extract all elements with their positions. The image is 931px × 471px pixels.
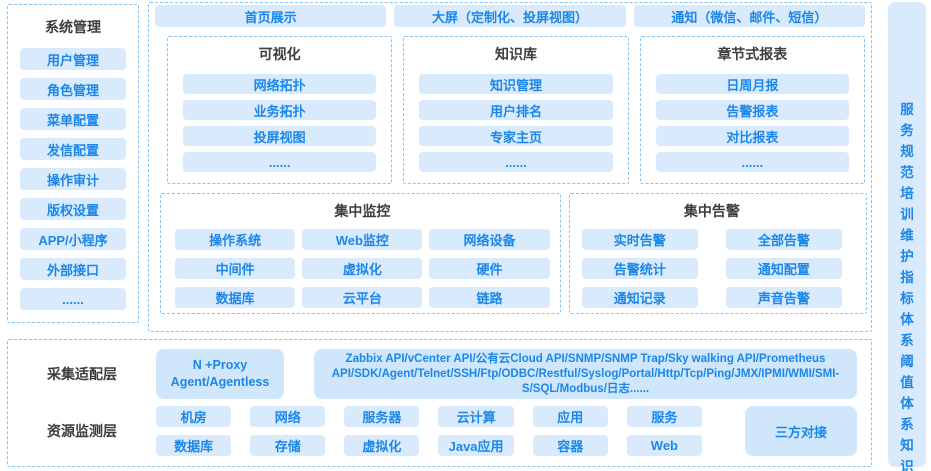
proxy-line2: Agent/Agentless xyxy=(170,375,270,389)
res-container[interactable]: 容器 xyxy=(532,435,608,456)
knowledge-base-item: 知识库 xyxy=(900,438,914,471)
central-monitoring-title: 集中监控 xyxy=(334,203,391,219)
third-party-button[interactable]: 三方对接 xyxy=(745,406,857,456)
alarm-notify-record[interactable]: 通知记录 xyxy=(581,287,698,308)
sys-item-copyright[interactable]: 版权设置 xyxy=(20,198,126,220)
mon-cloud-platform[interactable]: 云平台 xyxy=(302,287,423,308)
collect-adapt-label: 采集适配层 xyxy=(47,366,117,382)
alarm-realtime[interactable]: 实时告警 xyxy=(581,229,698,250)
mon-virtualization[interactable]: 虚拟化 xyxy=(302,258,423,279)
mon-middleware[interactable]: 中间件 xyxy=(175,258,296,279)
kb-user-ranking[interactable]: 用户排名 xyxy=(419,100,613,120)
res-service[interactable]: 服务 xyxy=(626,406,702,427)
monitoring-grid: 操作系统 Web监控 网络设备 中间件 虚拟化 硬件 数据库 云平台 链路 xyxy=(175,229,550,308)
report-alarm[interactable]: 告警报表 xyxy=(655,100,849,120)
res-web[interactable]: Web xyxy=(626,435,702,456)
collect-adapt-row: 采集适配层 N +Proxy Agent/Agentless Zabbix AP… xyxy=(8,349,857,399)
mon-os[interactable]: 操作系统 xyxy=(175,229,296,250)
standard-item: 规范 xyxy=(900,144,914,180)
report-title: 章节式报表 xyxy=(717,46,788,62)
vis-network-topology[interactable]: 网络拓扑 xyxy=(183,74,377,94)
proxy-agent-button[interactable]: N +Proxy Agent/Agentless xyxy=(156,349,284,399)
sys-item-external-api[interactable]: 外部接口 xyxy=(20,258,126,280)
report-comparison[interactable]: 对比报表 xyxy=(655,126,849,146)
res-application[interactable]: 应用 xyxy=(532,406,608,427)
vis-business-topology[interactable]: 业务拓扑 xyxy=(183,100,377,120)
visualization-title: 可视化 xyxy=(258,46,301,62)
alarm-statistics[interactable]: 告警统计 xyxy=(581,258,698,279)
mon-web[interactable]: Web监控 xyxy=(302,229,423,250)
mon-link[interactable]: 链路 xyxy=(429,287,550,308)
mon-database[interactable]: 数据库 xyxy=(175,287,296,308)
report-daily-weekly-monthly[interactable]: 日周月报 xyxy=(655,74,849,94)
home-display-button[interactable]: 首页展示 xyxy=(155,5,387,27)
system-management-title: 系统管理 xyxy=(45,19,101,35)
sys-item-mail-config[interactable]: 发信配置 xyxy=(20,138,126,160)
top-entry-row: 首页展示 大屏（定制化、投屏视图） 通知（微信、邮件、短信） xyxy=(155,5,865,27)
sys-item-audit[interactable]: 操作审计 xyxy=(20,168,126,190)
kb-knowledge-mgmt[interactable]: 知识管理 xyxy=(419,74,613,94)
big-screen-button[interactable]: 大屏（定制化、投屏视图） xyxy=(394,5,626,27)
service-item: 服务 xyxy=(900,102,914,138)
vis-more[interactable]: ...... xyxy=(183,152,377,172)
proxy-line1: N +Proxy xyxy=(192,358,248,372)
sys-item-menu-config[interactable]: 菜单配置 xyxy=(20,108,126,130)
res-java-app[interactable]: Java应用 xyxy=(438,435,514,456)
res-virtualization[interactable]: 虚拟化 xyxy=(344,435,420,456)
res-network[interactable]: 网络 xyxy=(250,406,326,427)
res-server[interactable]: 服务器 xyxy=(344,406,420,427)
notification-button[interactable]: 通知（微信、邮件、短信） xyxy=(633,5,865,27)
alarm-notify-config[interactable]: 通知配置 xyxy=(725,258,842,279)
api-list-button[interactable]: Zabbix API/vCenter API/公有云Cloud API/SNMP… xyxy=(314,349,857,399)
report-panel: 章节式报表 日周月报 告警报表 对比报表 ...... xyxy=(639,36,865,184)
mon-network-device[interactable]: 网络设备 xyxy=(429,229,550,250)
sys-item-role-mgmt[interactable]: 角色管理 xyxy=(20,78,126,100)
alarm-sound[interactable]: 声音告警 xyxy=(725,287,842,308)
resource-monitor-row: 资源监测层 机房 网络 服务器 云计算 应用 服务 数据库 存储 虚拟化 Jav… xyxy=(8,406,857,456)
threshold-system-item: 阈值体系 xyxy=(900,354,914,432)
knowledge-base-title: 知识库 xyxy=(494,46,537,62)
training-item: 培训 xyxy=(900,186,914,222)
mon-hardware[interactable]: 硬件 xyxy=(429,258,550,279)
alarm-all[interactable]: 全部告警 xyxy=(725,229,842,250)
central-monitoring-panel: 集中监控 操作系统 Web监控 网络设备 中间件 虚拟化 硬件 数据库 云平台 … xyxy=(160,193,561,314)
kb-more[interactable]: ...... xyxy=(419,152,613,172)
main-feature-area: 首页展示 大屏（定制化、投屏视图） 通知（微信、邮件、短信） 可视化 网络拓扑 … xyxy=(148,2,872,332)
sys-item-user-mgmt[interactable]: 用户管理 xyxy=(20,48,126,70)
resource-monitor-label: 资源监测层 xyxy=(47,423,117,439)
vis-screen-view[interactable]: 投屏视图 xyxy=(183,126,377,146)
res-cloud-computing[interactable]: 云计算 xyxy=(438,406,514,427)
metric-system-item: 指标体系 xyxy=(900,270,914,348)
sys-item-more[interactable]: ...... xyxy=(20,288,126,310)
central-alarm-title: 集中告警 xyxy=(683,203,740,219)
kb-expert-page[interactable]: 专家主页 xyxy=(419,126,613,146)
system-management-panel: 系统管理 用户管理 角色管理 菜单配置 发信配置 操作审计 版权设置 APP/小… xyxy=(7,4,139,323)
collection-layer-panel: 采集适配层 N +Proxy Agent/Agentless Zabbix AP… xyxy=(7,339,872,467)
monitor-row: 集中监控 操作系统 Web监控 网络设备 中间件 虚拟化 硬件 数据库 云平台 … xyxy=(160,193,867,314)
feature-row: 可视化 网络拓扑 业务拓扑 投屏视图 ...... 知识库 知识管理 用户排名 … xyxy=(167,36,865,184)
right-service-panel: 服务 规范 培训 维护 指标体系 阈值体系 知识库 xyxy=(888,2,926,471)
knowledge-base-panel: 知识库 知识管理 用户排名 专家主页 ...... xyxy=(403,36,629,184)
sys-item-app-mini[interactable]: APP/小程序 xyxy=(20,228,126,250)
visualization-panel: 可视化 网络拓扑 业务拓扑 投屏视图 ...... xyxy=(167,36,393,184)
res-database[interactable]: 数据库 xyxy=(156,435,232,456)
upper-area: 系统管理 用户管理 角色管理 菜单配置 发信配置 操作审计 版权设置 APP/小… xyxy=(7,2,872,332)
res-machine-room[interactable]: 机房 xyxy=(156,406,232,427)
res-storage[interactable]: 存储 xyxy=(250,435,326,456)
maintenance-item: 维护 xyxy=(900,228,914,264)
alarm-grid: 实时告警 全部告警 告警统计 通知配置 通知记录 声音告警 xyxy=(581,229,842,308)
diagram-content: 系统管理 用户管理 角色管理 菜单配置 发信配置 操作审计 版权设置 APP/小… xyxy=(7,2,872,467)
central-alarm-panel: 集中告警 实时告警 全部告警 告警统计 通知配置 通知记录 声音告警 xyxy=(568,193,867,314)
resource-grid: 机房 网络 服务器 云计算 应用 服务 数据库 存储 虚拟化 Java应用 容器… xyxy=(156,406,702,456)
report-more[interactable]: ...... xyxy=(655,152,849,172)
